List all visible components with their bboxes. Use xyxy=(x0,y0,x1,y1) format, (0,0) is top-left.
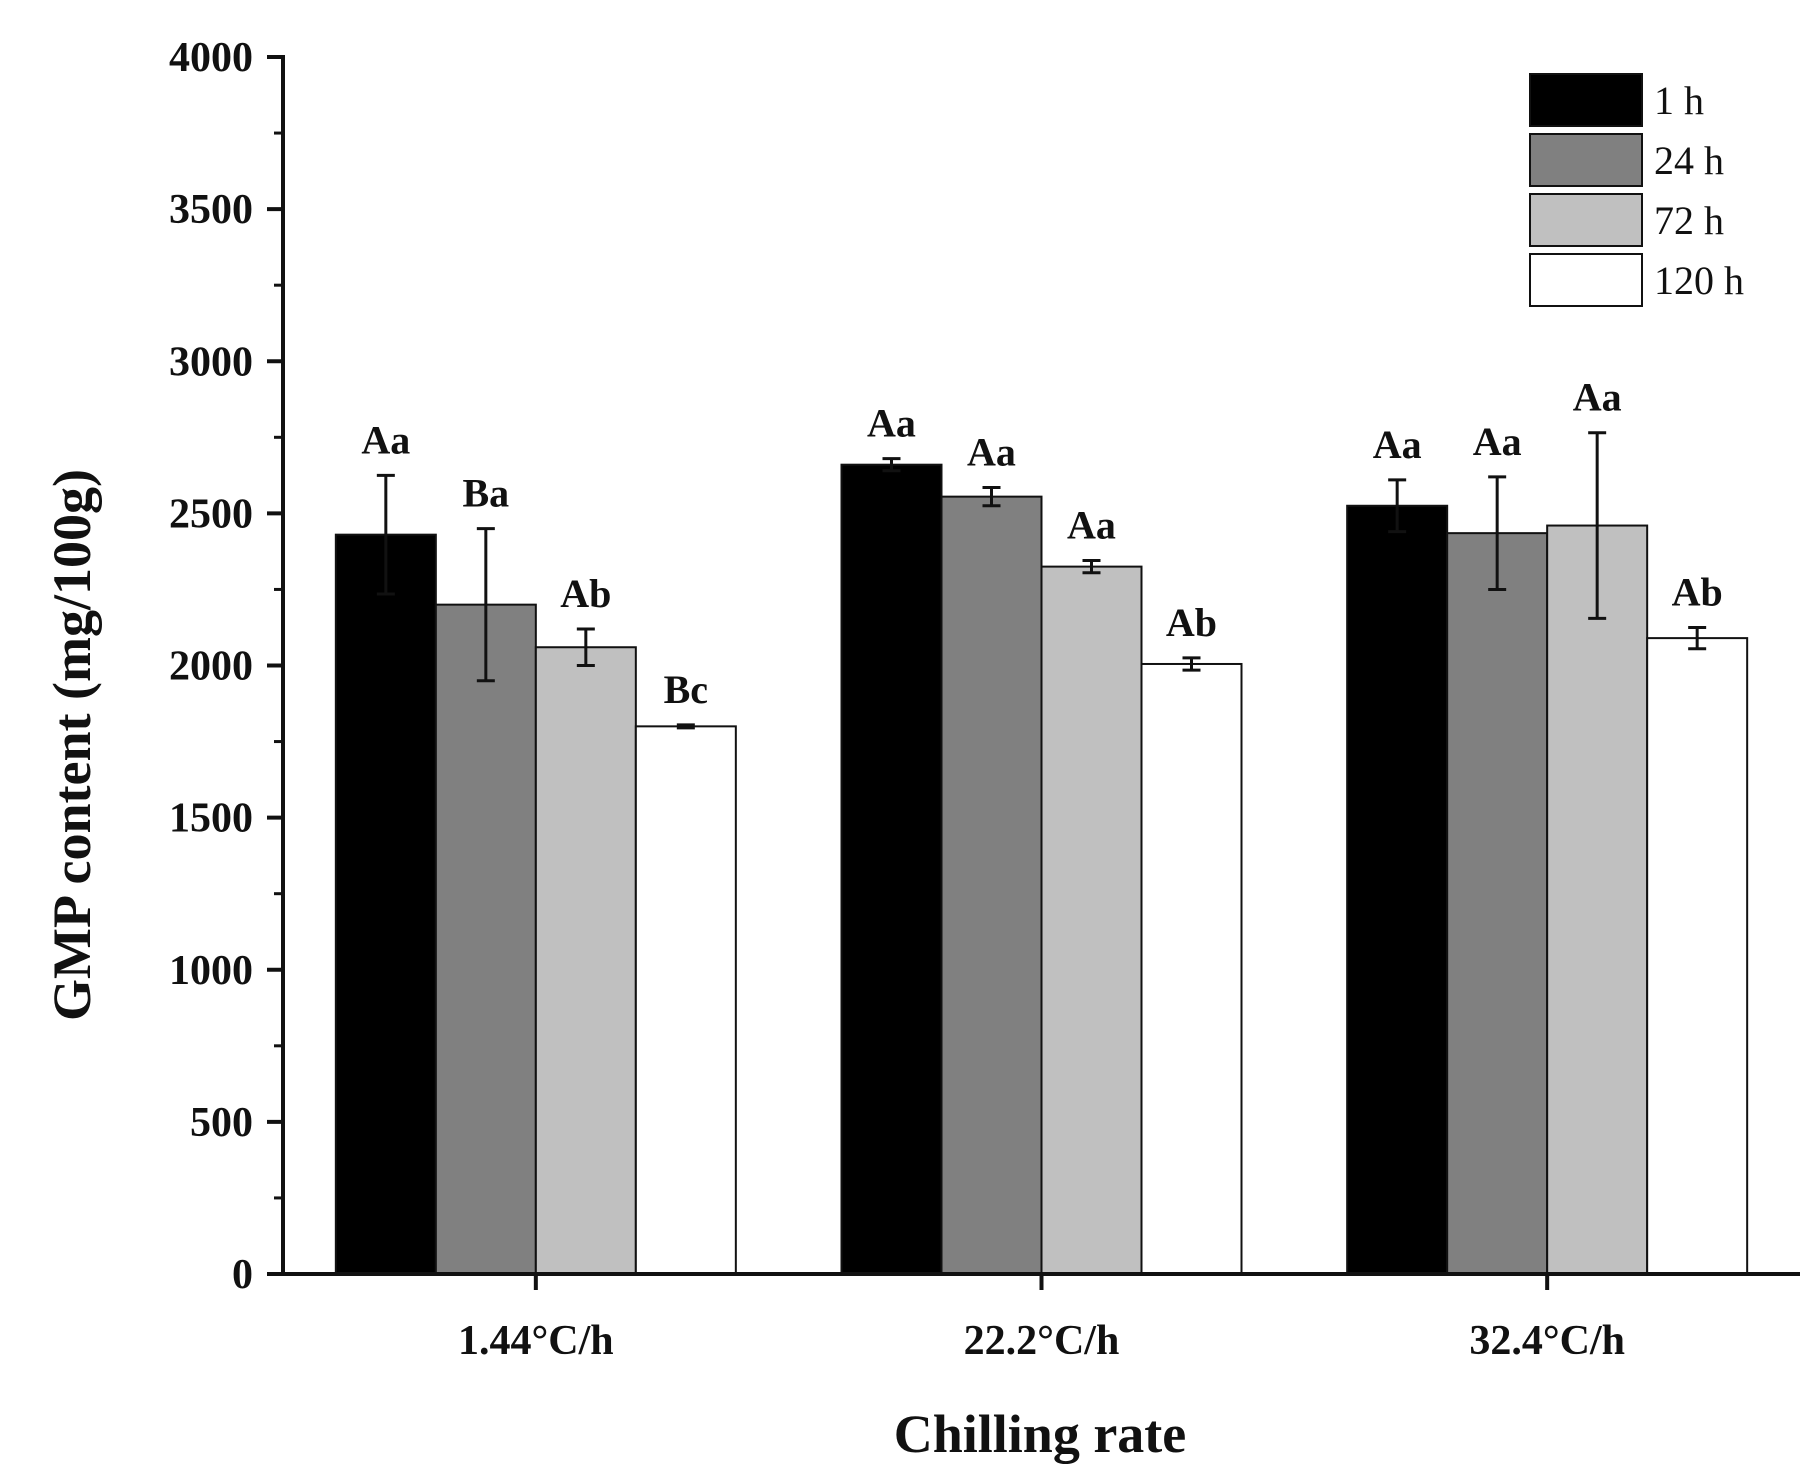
bar xyxy=(1040,565,1143,1275)
bar xyxy=(840,463,943,1275)
bar xyxy=(634,725,737,1275)
x-axis-title: Chilling rate xyxy=(894,1404,1187,1464)
bar xyxy=(1546,524,1649,1275)
axes: 0 500 1000 1500 2000 2500 3000 3500 4000 1.44°C/h… xyxy=(169,35,1800,1364)
bar-significance-label: Aa xyxy=(1473,419,1522,464)
x-tick-label: 22.2°C/h xyxy=(964,1318,1120,1364)
y-tick-label: 3000 xyxy=(169,339,253,385)
bar-significance-label: Ab xyxy=(1672,569,1723,614)
y-tick-label: 1000 xyxy=(169,948,253,994)
legend: 1 h 24 h 72 h 120 h xyxy=(1529,73,1744,307)
bar-significance-label: Aa xyxy=(1373,422,1422,467)
bar-significance-label: Ba xyxy=(462,471,509,516)
significance-labels: Aa Ba Ab Bc Aa Aa Aa Ab Aa Aa Aa Ab xyxy=(361,375,1722,712)
bar-significance-label: Aa xyxy=(967,430,1016,475)
y-axis-title: GMP content (mg/100g) xyxy=(42,469,102,1021)
y-tick-label: 2000 xyxy=(169,644,253,690)
legend-label: 72 h xyxy=(1654,198,1724,243)
bar xyxy=(1446,532,1549,1275)
bars xyxy=(334,463,1749,1275)
bar xyxy=(940,495,1043,1275)
bar xyxy=(334,533,437,1275)
legend-label: 1 h xyxy=(1654,78,1704,123)
bar xyxy=(434,603,537,1275)
y-tick-label: 3500 xyxy=(169,187,253,233)
bar-significance-label: Ab xyxy=(560,571,611,616)
bar-significance-label: Aa xyxy=(1067,503,1116,548)
y-tick-label: 1500 xyxy=(169,796,253,842)
bar xyxy=(534,646,637,1275)
x-tick-label: 1.44°C/h xyxy=(458,1318,614,1364)
bar-significance-label: Aa xyxy=(361,417,410,462)
legend-swatch xyxy=(1529,73,1643,127)
y-tick-label: 2500 xyxy=(169,491,253,537)
legend-swatch xyxy=(1529,133,1643,187)
bar xyxy=(1346,504,1449,1275)
x-tick-label: 32.4°C/h xyxy=(1469,1318,1625,1364)
bar-significance-label: Ab xyxy=(1166,600,1217,645)
bar-significance-label: Bc xyxy=(664,667,708,712)
y-tick-label: 4000 xyxy=(169,35,253,81)
error-bars xyxy=(376,431,1707,730)
legend-label: 24 h xyxy=(1654,138,1724,183)
bar xyxy=(1646,637,1749,1275)
y-tick-label: 500 xyxy=(190,1100,253,1146)
legend-swatch xyxy=(1529,253,1643,307)
legend-swatch xyxy=(1529,193,1643,247)
bar xyxy=(1140,662,1243,1275)
legend-label: 120 h xyxy=(1654,258,1744,303)
y-tick-label: 0 xyxy=(232,1252,253,1298)
bar-significance-label: Aa xyxy=(867,401,916,446)
bar-significance-label: Aa xyxy=(1573,375,1622,420)
